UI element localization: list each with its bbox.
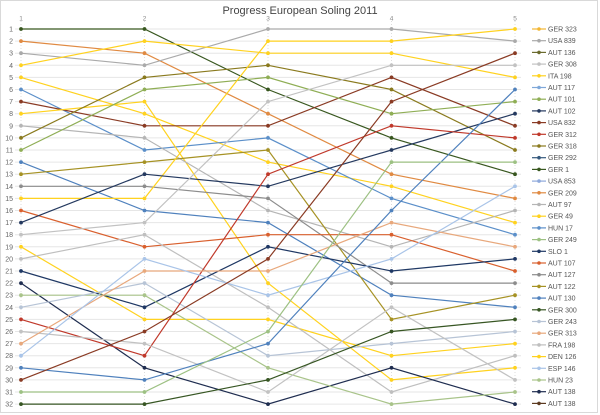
svg-text:GER 300: GER 300: [548, 307, 577, 314]
svg-text:AUT 101: AUT 101: [548, 97, 576, 104]
svg-text:10: 10: [5, 135, 13, 142]
svg-text:USA 839: USA 839: [548, 38, 576, 45]
svg-text:FRA 198: FRA 198: [548, 342, 575, 349]
svg-text:3: 3: [9, 51, 13, 58]
svg-text:AUT 127: AUT 127: [548, 272, 576, 279]
svg-text:SLO 1: SLO 1: [548, 249, 568, 256]
svg-text:GER 318: GER 318: [548, 144, 577, 151]
svg-text:AUT 130: AUT 130: [548, 296, 576, 303]
svg-text:GER 323: GER 323: [548, 27, 577, 34]
svg-text:32: 32: [5, 402, 13, 409]
svg-text:2: 2: [9, 39, 13, 46]
svg-text:GER 1: GER 1: [548, 167, 569, 174]
svg-text:6: 6: [9, 87, 13, 94]
svg-text:AUT 122: AUT 122: [548, 284, 576, 291]
svg-text:ESP 146: ESP 146: [548, 366, 576, 373]
svg-text:28: 28: [5, 353, 13, 360]
svg-text:14: 14: [5, 184, 13, 191]
svg-text:GER 243: GER 243: [548, 319, 577, 326]
svg-text:AUT 117: AUT 117: [548, 85, 575, 92]
svg-text:27: 27: [5, 341, 13, 348]
svg-text:25: 25: [5, 317, 13, 324]
svg-text:29: 29: [5, 365, 13, 372]
svg-text:GER 292: GER 292: [548, 155, 577, 162]
svg-text:DEN 126: DEN 126: [548, 354, 577, 361]
svg-text:USA 832: USA 832: [548, 120, 576, 127]
svg-text:9: 9: [9, 123, 13, 130]
svg-text:GER 313: GER 313: [548, 331, 577, 338]
svg-text:GER 249: GER 249: [548, 237, 577, 244]
svg-text:30: 30: [5, 377, 13, 384]
svg-text:18: 18: [5, 232, 13, 239]
svg-text:GER 49: GER 49: [548, 214, 573, 221]
svg-text:26: 26: [5, 329, 13, 336]
svg-text:1: 1: [9, 27, 13, 34]
svg-text:12: 12: [5, 160, 13, 167]
svg-text:4: 4: [9, 63, 13, 70]
svg-text:22: 22: [5, 281, 13, 288]
svg-text:13: 13: [5, 172, 13, 179]
svg-text:HUN 23: HUN 23: [548, 378, 573, 385]
svg-text:GER 312: GER 312: [548, 132, 577, 139]
svg-text:7: 7: [9, 99, 13, 106]
svg-text:8: 8: [9, 111, 13, 118]
svg-text:17: 17: [5, 220, 13, 227]
svg-text:ITA 198: ITA 198: [548, 73, 572, 80]
svg-text:USA 853: USA 853: [548, 179, 576, 186]
svg-text:31: 31: [5, 390, 13, 397]
svg-text:AUT 107: AUT 107: [548, 261, 576, 268]
svg-text:11: 11: [6, 148, 13, 155]
svg-text:20: 20: [5, 256, 13, 263]
svg-text:24: 24: [5, 305, 13, 312]
svg-text:16: 16: [5, 208, 13, 215]
svg-text:AUT 97: AUT 97: [548, 202, 572, 209]
svg-text:GER 308: GER 308: [548, 62, 577, 69]
svg-text:19: 19: [5, 244, 13, 251]
svg-text:15: 15: [5, 196, 13, 203]
svg-text:HUN 17: HUN 17: [548, 225, 573, 232]
svg-text:21: 21: [5, 269, 13, 276]
svg-text:5: 5: [9, 75, 13, 82]
svg-text:AUT 138: AUT 138: [548, 401, 576, 408]
svg-text:AUT 138: AUT 138: [548, 389, 576, 396]
svg-text:AUT 136: AUT 136: [548, 50, 576, 57]
svg-text:23: 23: [5, 293, 13, 300]
svg-text:AUT 102: AUT 102: [548, 108, 576, 115]
svg-text:GER 209: GER 209: [548, 190, 577, 197]
